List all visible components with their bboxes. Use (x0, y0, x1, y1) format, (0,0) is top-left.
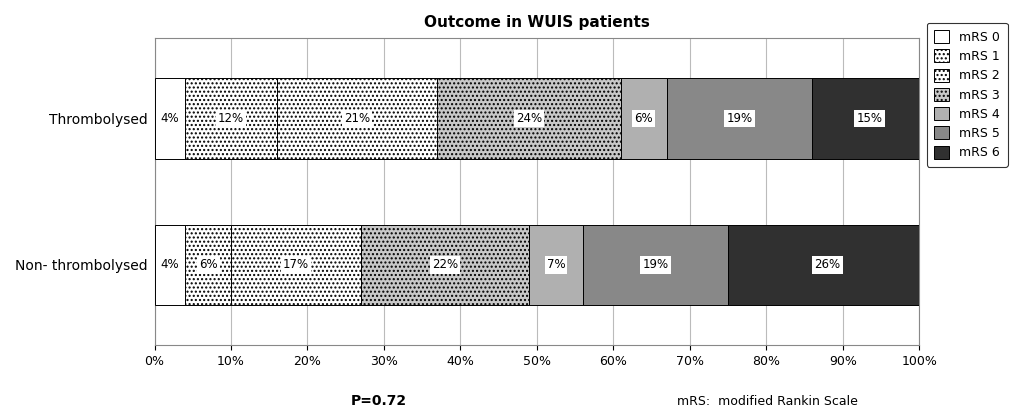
Text: 19%: 19% (726, 112, 753, 125)
Text: 6%: 6% (634, 112, 654, 125)
Title: Outcome in WUIS patients: Outcome in WUIS patients (424, 15, 650, 30)
Bar (277, 78, 438, 159)
Bar (185, 225, 231, 305)
Bar (812, 78, 927, 159)
Bar (361, 225, 529, 305)
Text: 26%: 26% (814, 258, 841, 272)
Bar (529, 225, 583, 305)
Text: 17%: 17% (283, 258, 309, 272)
Bar (231, 225, 361, 305)
Bar (438, 78, 621, 159)
Bar (583, 225, 728, 305)
Bar (154, 225, 185, 305)
Text: 4%: 4% (161, 112, 179, 125)
Text: P=0.72: P=0.72 (351, 394, 406, 408)
Text: 6%: 6% (198, 258, 218, 272)
Text: 19%: 19% (642, 258, 668, 272)
Bar (728, 225, 927, 305)
Text: 12%: 12% (218, 112, 244, 125)
Legend: mRS 0, mRS 1, mRS 2, mRS 3, mRS 4, mRS 5, mRS 6: mRS 0, mRS 1, mRS 2, mRS 3, mRS 4, mRS 5… (927, 23, 1008, 167)
Text: mRS:  modified Rankin Scale: mRS: modified Rankin Scale (677, 395, 857, 408)
Bar (185, 78, 277, 159)
Text: 22%: 22% (432, 258, 458, 272)
Bar (667, 78, 812, 159)
Text: 7%: 7% (546, 258, 566, 272)
Text: 15%: 15% (856, 112, 883, 125)
Text: 24%: 24% (517, 112, 542, 125)
Text: 21%: 21% (344, 112, 370, 125)
Bar (621, 78, 667, 159)
Text: 4%: 4% (161, 258, 179, 272)
Bar (154, 78, 185, 159)
